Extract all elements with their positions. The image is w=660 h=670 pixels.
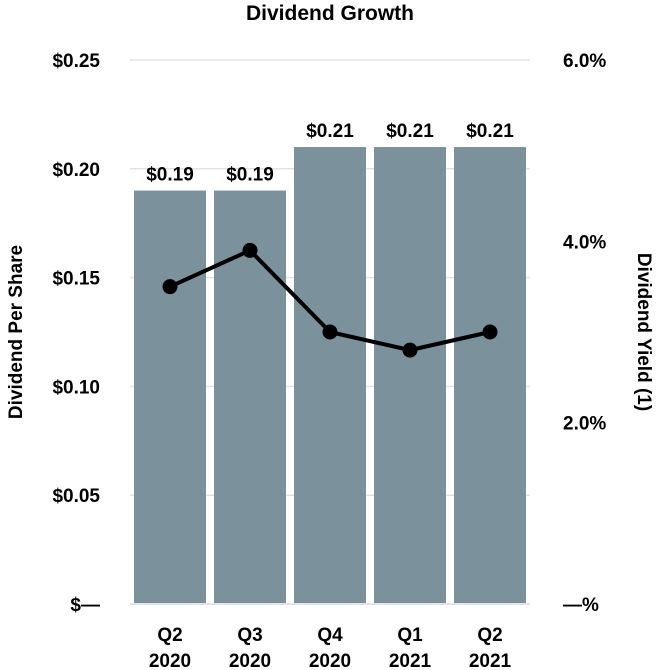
bar-data-label: $0.21: [306, 121, 354, 142]
y-right-tick-label: 2.0%: [563, 414, 606, 435]
axes: $— $0.05 $0.10 $0.15 $0.20 $0.25 —% 2.0% 4.0% 6.0…: [52, 51, 606, 670]
bar-data-label: $0.19: [146, 165, 194, 186]
yield-point: [322, 324, 338, 340]
y-right-tick-label: 6.0%: [563, 51, 606, 72]
y-left-tick-label: $0.10: [52, 377, 100, 398]
y-left-tick-label: $0.25: [52, 51, 100, 72]
y-right-tick-label: 4.0%: [563, 232, 606, 253]
bar: [374, 147, 446, 605]
yield-point: [482, 324, 498, 340]
chart-title: Dividend Growth: [246, 2, 414, 25]
x-tick-label-year: 2020: [229, 651, 271, 670]
bar-series: [134, 147, 526, 605]
bar: [454, 147, 526, 605]
x-tick-label: Q3: [237, 625, 262, 646]
bar-data-label: $0.19: [226, 165, 274, 186]
yield-point: [162, 279, 178, 295]
x-tick-label: Q2: [477, 625, 502, 646]
y-axis-left-label: Dividend Per Share: [6, 245, 27, 419]
bar-data-label: $0.21: [466, 121, 514, 142]
y-left-tick-label: $0.05: [52, 486, 100, 507]
yield-point: [402, 342, 418, 358]
x-tick-label-year: 2020: [309, 651, 351, 670]
yield-point: [242, 242, 258, 258]
x-tick-label: Q4: [317, 625, 343, 646]
bar: [294, 147, 366, 605]
data-labels: $0.19 $0.19 $0.21 $0.21 $0.21: [146, 121, 514, 186]
x-tick-label: Q1: [397, 625, 423, 646]
x-tick-label-year: 2021: [389, 651, 432, 670]
x-tick-label: Q2: [157, 625, 182, 646]
y-axis-right-label: Dividend Yield (1): [633, 253, 654, 411]
y-right-tick-label: —%: [563, 595, 599, 616]
y-left-tick-label: $0.20: [52, 160, 100, 181]
y-left-tick-label: $—: [70, 595, 100, 616]
x-tick-label-year: 2020: [149, 651, 191, 670]
bar-data-label: $0.21: [386, 121, 434, 142]
bar: [134, 190, 206, 604]
x-tick-label-year: 2021: [469, 651, 512, 670]
y-left-tick-label: $0.15: [52, 269, 100, 290]
yield-line-series: [162, 242, 498, 358]
